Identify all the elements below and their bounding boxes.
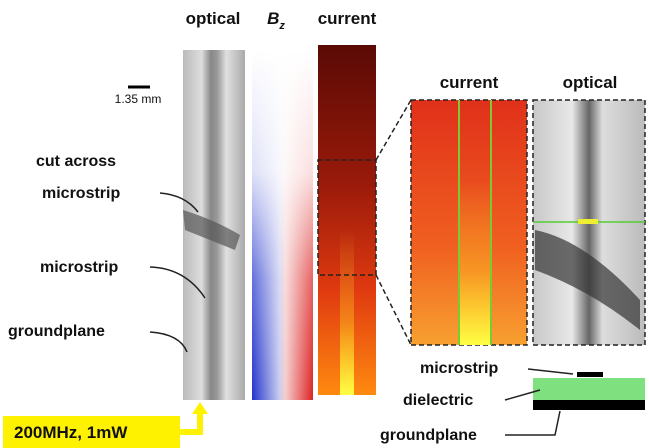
zoom-header-current: current bbox=[440, 73, 499, 92]
header-bz: Bz bbox=[267, 9, 285, 32]
zoom-streak bbox=[460, 180, 490, 345]
schem-microstrip: microstrip bbox=[420, 360, 498, 377]
microstrip bbox=[577, 372, 603, 377]
label-cut: microstrip bbox=[42, 185, 120, 202]
drive-arrowhead bbox=[192, 402, 208, 414]
current-streak bbox=[340, 230, 354, 395]
bz-subscript: z bbox=[278, 20, 285, 32]
label-groundplane: groundplane bbox=[8, 323, 105, 340]
cut-marker bbox=[578, 219, 598, 224]
schem-dielectric: dielectric bbox=[403, 392, 473, 409]
dielectric bbox=[533, 378, 645, 400]
bz-fade bbox=[252, 50, 313, 400]
zoom-header-optical: optical bbox=[563, 73, 618, 92]
zoom-line bbox=[376, 100, 411, 160]
drive-label: 200MHz, 1mW bbox=[14, 423, 128, 442]
label-cut: cut across bbox=[36, 153, 116, 170]
bz-symbol: B bbox=[267, 9, 279, 28]
header-current: current bbox=[318, 9, 377, 28]
figure: optical Bz current current optical 1.35 … bbox=[0, 0, 649, 448]
header-optical: optical bbox=[186, 9, 241, 28]
zoom-line bbox=[376, 275, 411, 345]
pointer bbox=[150, 332, 187, 352]
groundplane bbox=[533, 400, 645, 410]
scale-label: 1.35 mm bbox=[115, 92, 162, 106]
pointer bbox=[528, 369, 573, 374]
drive-arrow bbox=[180, 412, 200, 432]
schem-groundplane: groundplane bbox=[380, 427, 477, 444]
label-microstrip: microstrip bbox=[40, 259, 118, 276]
pointer bbox=[505, 411, 560, 435]
